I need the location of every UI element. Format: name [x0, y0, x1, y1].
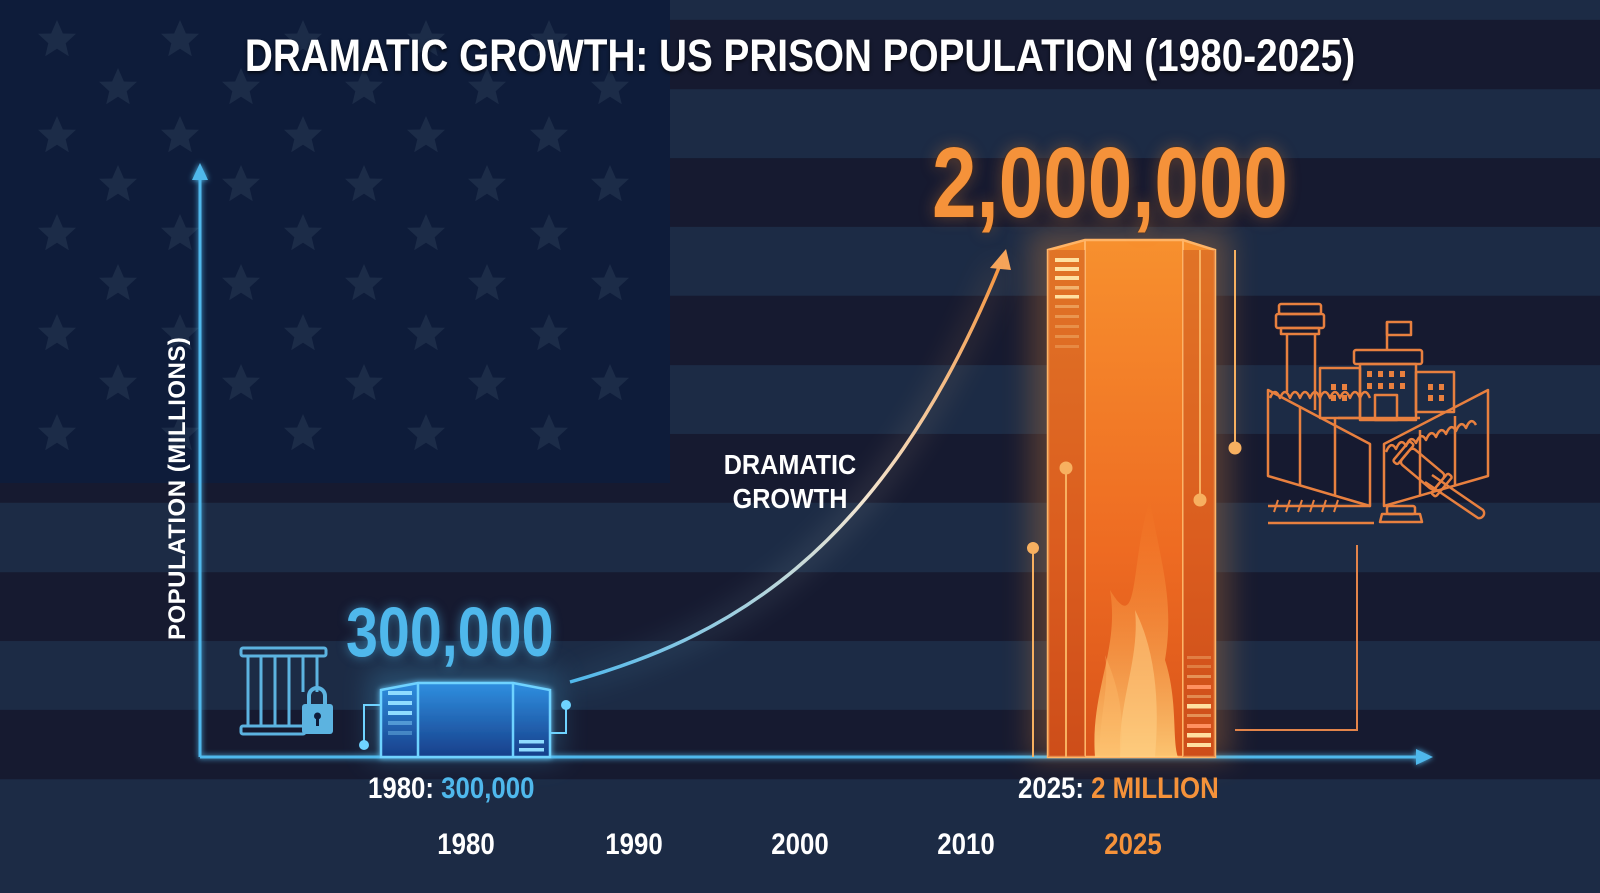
chart-title: DRAMATIC GROWTH: US PRISON POPULATION (1…: [244, 30, 1356, 81]
growth-label-line2: GROWTH: [732, 483, 848, 514]
start-value-callout: 300,000: [346, 593, 554, 671]
start-annotation: 1980: 300,000: [368, 772, 534, 806]
flag-star-canton: [0, 0, 670, 483]
y-axis: [192, 163, 208, 757]
x-tick-2010: 2010: [937, 828, 995, 861]
bar-1980: [359, 670, 571, 760]
x-tick-2000: 2000: [771, 828, 829, 861]
growth-trend-arrow: [568, 249, 1011, 687]
start-annotation-value: 300,000: [441, 772, 535, 805]
growth-label-line1: DRAMATIC: [723, 449, 857, 480]
prison-complex-gavel-icon: [1266, 302, 1490, 525]
x-tick-1990: 1990: [605, 828, 663, 861]
x-tick-1980: 1980: [437, 828, 495, 861]
end-annotation-year: 2025:: [1018, 772, 1084, 805]
x-tick-2025: 2025: [1104, 828, 1162, 861]
end-annotation-value: 2 MILLION: [1091, 772, 1219, 805]
end-value-callout: 2,000,000: [932, 127, 1288, 239]
y-axis-label: POPULATION (MILLIONS): [164, 336, 191, 640]
start-annotation-year: 1980:: [368, 772, 434, 805]
growth-label: DRAMATIC GROWTH: [709, 448, 871, 516]
jail-cell-lock-icon: [239, 646, 333, 736]
bar-2025: [1027, 230, 1358, 760]
end-annotation: 2025: 2 MILLION: [1018, 772, 1219, 806]
